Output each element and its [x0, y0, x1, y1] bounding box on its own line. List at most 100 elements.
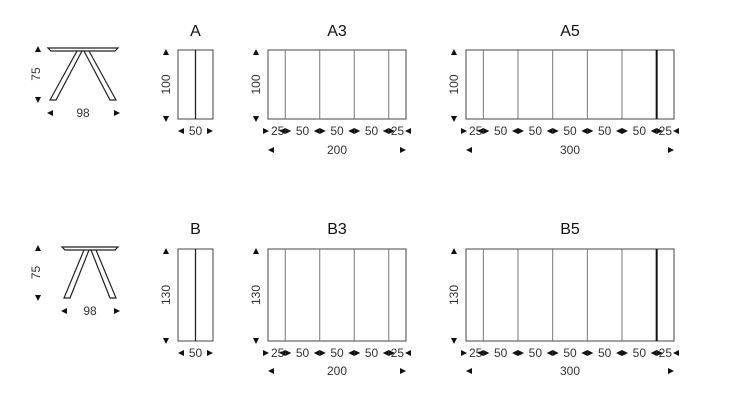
dimension-arrow-icon [466, 368, 472, 374]
dimension-arrow-icon [512, 128, 518, 134]
dimension-arrow-icon [35, 97, 41, 103]
dimension-arrow-icon [253, 338, 259, 344]
dimension-arrow-icon [518, 350, 524, 356]
dimension-arrow-icon [279, 350, 286, 356]
segment-label: 50 [494, 124, 508, 138]
segment-label: 25 [271, 346, 285, 360]
total-length-label: 200 [327, 143, 347, 157]
dimension-arrow-icon [616, 350, 622, 356]
dimension-arrow-icon [35, 295, 41, 301]
segment-label: 50 [563, 346, 577, 360]
segment-label: 25 [391, 124, 405, 138]
depth-label: 130 [159, 285, 173, 305]
dimension-arrow-icon [451, 49, 457, 55]
segment-label: 25 [659, 346, 673, 360]
dimension-arrow-icon [622, 128, 628, 134]
dimension-arrow-icon [451, 338, 457, 344]
dimension-arrow-icon [348, 350, 355, 356]
dimension-arrow-icon [35, 46, 41, 52]
dimension-arrow-icon [382, 128, 389, 134]
dimension-arrow-icon [253, 116, 259, 122]
dimension-arrow-icon [253, 248, 259, 254]
side-height-label: 75 [29, 67, 43, 81]
dimension-arrow-icon [163, 116, 169, 122]
segment-label: 50 [529, 346, 543, 360]
dimension-arrow-icon [319, 350, 326, 356]
segment-label: 25 [469, 346, 483, 360]
table-top-profile [60, 246, 120, 251]
dimension-arrow-icon [207, 128, 213, 134]
dimension-arrow-icon [382, 350, 389, 356]
table-plan-b3 [267, 248, 407, 342]
segment-label: 50 [189, 346, 203, 360]
dimension-arrow-icon [163, 248, 169, 254]
side-width-label: 98 [83, 304, 97, 318]
dimension-arrow-icon [354, 128, 361, 134]
segment-label: 50 [633, 346, 647, 360]
dimension-arrow-icon [405, 350, 411, 356]
segment-label: 50 [633, 124, 647, 138]
dimension-arrow-icon [668, 147, 674, 153]
dimension-arrow-icon [163, 49, 169, 55]
total-length-label: 300 [560, 143, 580, 157]
dimension-arrow-icon [253, 49, 259, 55]
table-leg-left [48, 50, 83, 101]
dimension-arrow-icon [279, 128, 286, 134]
dimension-arrow-icon [650, 128, 657, 134]
table-leg-left [63, 249, 90, 299]
dimension-arrow-icon [581, 128, 588, 134]
segment-label: 50 [296, 346, 310, 360]
dimension-arrow-icon [178, 350, 184, 356]
table-outline [465, 248, 675, 342]
depth-label: 130 [447, 285, 461, 305]
table-outline [267, 248, 407, 342]
dimension-arrow-icon [656, 128, 663, 134]
dimension-arrow-icon [483, 128, 490, 134]
table-leg-right [83, 50, 118, 101]
table-plan-b5 [465, 248, 675, 342]
table-title: B3 [327, 221, 347, 238]
dimension-arrow-icon [656, 350, 663, 356]
segment-label: 50 [189, 124, 203, 138]
table-plan-a [177, 49, 214, 120]
dimension-arrow-icon [650, 350, 657, 356]
table-leg-right [90, 249, 117, 299]
table-title: B [190, 221, 201, 238]
dimension-arrow-icon [546, 350, 553, 356]
table-title: A3 [327, 23, 347, 40]
depth-label: 100 [447, 74, 461, 94]
dimension-arrow-icon [461, 128, 467, 134]
dimension-arrow-icon [673, 350, 679, 356]
dimension-arrow-icon [61, 308, 67, 314]
dimension-arrow-icon [263, 350, 269, 356]
segment-label: 50 [494, 346, 508, 360]
table-title: A5 [560, 23, 580, 40]
table-top-profile [46, 47, 120, 52]
depth-label: 130 [249, 285, 263, 305]
dimension-arrow-icon [268, 368, 274, 374]
side-width-label: 98 [76, 106, 90, 120]
table-outline [465, 49, 675, 120]
segment-label: 25 [391, 346, 405, 360]
depth-label: 100 [159, 74, 173, 94]
dimension-arrow-icon [668, 368, 674, 374]
segment-label: 50 [365, 346, 379, 360]
dimension-arrow-icon [114, 308, 120, 314]
dimension-arrow-icon [263, 128, 269, 134]
table-title: B5 [560, 221, 580, 238]
segment-label: 25 [659, 124, 673, 138]
total-length-label: 300 [560, 364, 580, 378]
dimension-arrow-icon [178, 128, 184, 134]
dimension-arrow-icon [388, 128, 395, 134]
dimension-arrow-icon [313, 350, 320, 356]
table-title: A [190, 23, 201, 40]
segment-label: 25 [469, 124, 483, 138]
dimension-arrow-icon [518, 128, 524, 134]
segment-label: 50 [529, 124, 543, 138]
segment-label: 50 [365, 124, 379, 138]
dimension-arrow-icon [587, 350, 594, 356]
dimension-arrow-icon [207, 350, 213, 356]
segment-label: 50 [296, 124, 310, 138]
dimension-arrow-icon [400, 368, 406, 374]
